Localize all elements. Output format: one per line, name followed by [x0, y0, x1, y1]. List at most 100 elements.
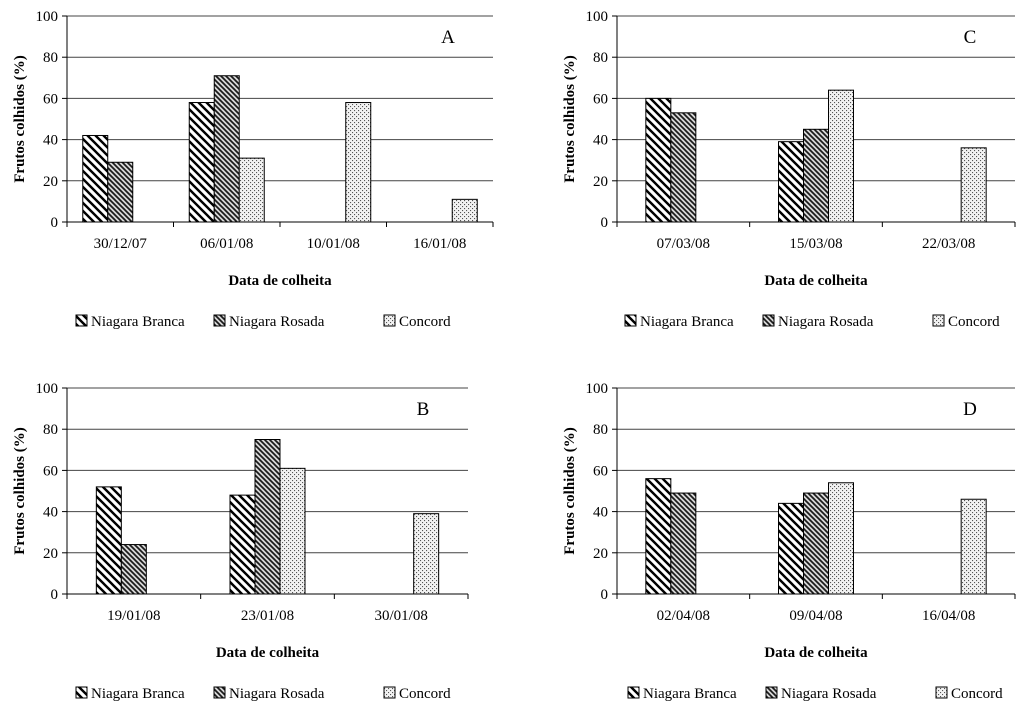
x-tick-label: 30/01/08 — [374, 608, 427, 624]
legend-item: Niagara Branca — [75, 314, 185, 330]
panel-letter-bg — [402, 396, 444, 416]
legend-item: Niagara Rosada — [213, 314, 325, 330]
y-tick-label: 80 — [43, 422, 58, 438]
bar-niagara-rosada — [670, 492, 697, 595]
panel-letter: C — [964, 27, 977, 48]
legend-item: Niagara Branca — [627, 686, 737, 702]
y-tick-label: 60 — [43, 91, 58, 107]
y-tick-label: 80 — [593, 422, 608, 438]
x-tick-label: 10/01/08 — [307, 236, 360, 252]
y-tick-label: 60 — [593, 463, 608, 479]
y-tick-label: 40 — [43, 505, 58, 521]
legend-item: Niagara Branca — [75, 686, 185, 702]
legend-item: Concord — [383, 314, 451, 330]
y-axis-title: Frutos colhidos (%) — [12, 55, 28, 183]
chart-panel-c: 0 20 40 60 80 100 07/03/08 15/03/08 22/03/08 C Fru… — [562, 9, 1016, 330]
legend-label: Concord — [951, 686, 1003, 702]
bar-niagara-branca — [645, 478, 672, 595]
legend-label: Niagara Rosada — [229, 686, 325, 702]
legend-swatch — [213, 314, 226, 327]
x-tick-label: 09/04/08 — [789, 608, 842, 624]
y-axis-title: Frutos colhidos (%) — [562, 427, 578, 555]
bar-niagara-rosada — [213, 75, 240, 223]
bar-concord — [960, 498, 987, 595]
legend-label: Concord — [399, 314, 451, 330]
y-tick-label: 80 — [593, 50, 608, 66]
y-tick-label: 0 — [601, 587, 609, 603]
x-tick-label: 22/03/08 — [922, 236, 975, 252]
bar-concord — [279, 467, 306, 595]
x-axis-title: Data de colheita — [764, 273, 868, 289]
legend-label: Niagara Branca — [640, 314, 734, 330]
panel-letter-bg — [949, 396, 991, 416]
legend-label: Niagara Rosada — [781, 686, 877, 702]
y-tick-label: 0 — [601, 215, 609, 231]
legend-swatch — [75, 686, 88, 699]
bar-concord — [451, 198, 478, 223]
bar-concord — [413, 513, 440, 595]
bar-niagara-branca — [82, 134, 109, 223]
y-tick-label: 100 — [586, 381, 609, 397]
bar-niagara-rosada — [803, 128, 829, 223]
y-tick-label: 80 — [43, 50, 58, 66]
y-tick-label: 40 — [593, 133, 608, 149]
x-tick-label: 07/03/08 — [657, 236, 710, 252]
x-tick-label: 16/04/08 — [922, 608, 975, 624]
x-tick-label: 30/12/07 — [94, 236, 148, 252]
y-tick-label: 20 — [43, 174, 58, 190]
x-axis-title: Data de colheita — [228, 273, 332, 289]
bar-concord — [828, 89, 854, 223]
legend-swatch — [932, 314, 945, 327]
bar-niagara-branca — [188, 102, 215, 223]
legend-item: Niagara Rosada — [213, 686, 325, 702]
x-tick-label: 19/01/08 — [107, 608, 160, 624]
y-tick-label: 60 — [43, 463, 58, 479]
y-tick-label: 40 — [593, 505, 608, 521]
x-tick-label: 02/04/08 — [657, 608, 710, 624]
x-tick-label: 16/01/08 — [413, 236, 466, 252]
chart-panel-a: 0 20 40 60 80 100 30/12/07 06/01/08 10/01/08 16/0… — [12, 9, 494, 330]
y-tick-label: 20 — [593, 174, 608, 190]
bar-niagara-branca — [95, 486, 122, 595]
y-axis-title: Frutos colhidos (%) — [12, 427, 28, 555]
x-tick-label: 15/03/08 — [789, 236, 842, 252]
y-tick-label: 100 — [36, 9, 59, 25]
panel-letter: B — [417, 399, 430, 420]
y-tick-label: 20 — [43, 546, 58, 562]
legend-swatch — [765, 686, 778, 699]
panel-letter-bg — [427, 24, 469, 44]
panel-letter: A — [441, 27, 455, 48]
bar-niagara-branca — [778, 502, 804, 595]
legend-swatch — [762, 314, 775, 327]
bar-concord — [960, 147, 987, 223]
legend-item: Concord — [935, 686, 1003, 702]
y-tick-label: 100 — [586, 9, 609, 25]
bar-niagara-rosada — [120, 544, 147, 595]
legend-label: Concord — [399, 686, 451, 702]
chart-panel-b: 0 20 40 60 80 100 19/01/08 23/01/08 30/01/08 B Fru… — [12, 381, 469, 702]
x-tick-label: 06/01/08 — [200, 236, 253, 252]
bar-concord — [828, 482, 854, 595]
legend-label: Niagara Branca — [91, 686, 185, 702]
bar-niagara-branca — [229, 494, 256, 595]
bar-concord — [345, 102, 372, 223]
bar-niagara-rosada — [803, 492, 829, 595]
bar-niagara-rosada — [670, 112, 697, 223]
x-axis-title: Data de colheita — [216, 645, 320, 661]
legend-swatch — [935, 686, 948, 699]
legend-swatch — [383, 314, 396, 327]
legend-swatch — [75, 314, 88, 327]
y-tick-label: 60 — [593, 91, 608, 107]
legend-label: Niagara Branca — [643, 686, 737, 702]
legend-label: Niagara Rosada — [778, 314, 874, 330]
legend-label: Concord — [948, 314, 1000, 330]
y-tick-label: 0 — [51, 587, 59, 603]
y-tick-label: 100 — [36, 381, 59, 397]
y-axis-title: Frutos colhidos (%) — [562, 55, 578, 183]
legend-item: Concord — [383, 686, 451, 702]
panel-letter: D — [963, 399, 977, 420]
legend-swatch — [627, 686, 640, 699]
legend-item: Niagara Rosada — [762, 314, 874, 330]
x-axis-title: Data de colheita — [764, 645, 868, 661]
